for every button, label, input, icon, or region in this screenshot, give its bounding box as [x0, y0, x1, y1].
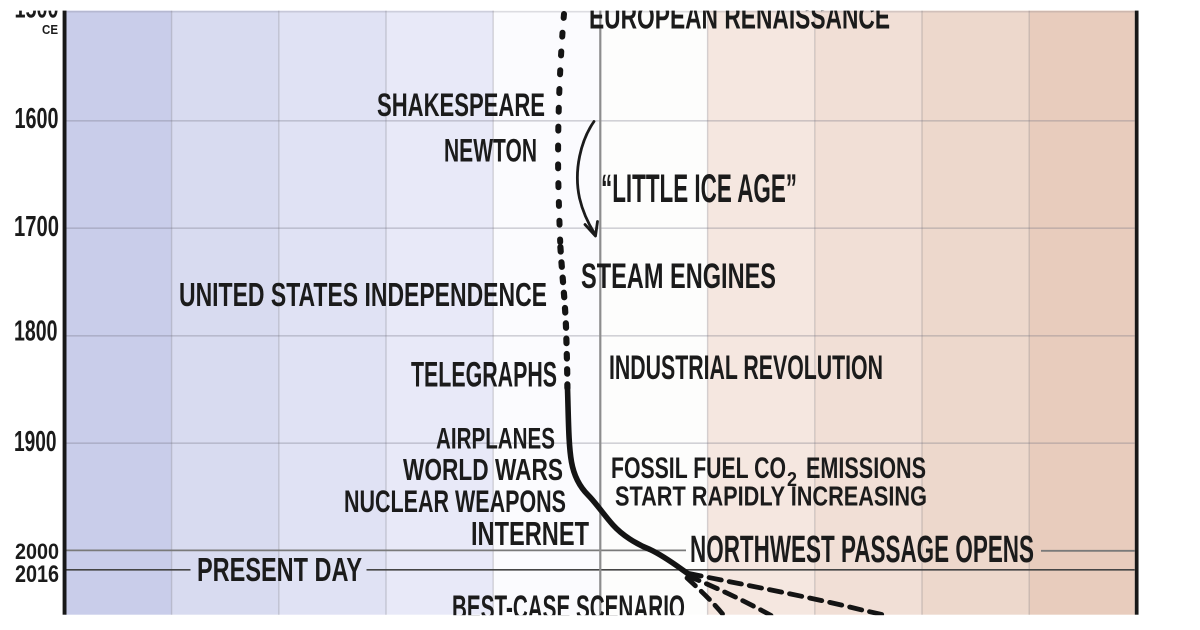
svg-text:NORTHWEST PASSAGE OPENS: NORTHWEST PASSAGE OPENS	[690, 529, 1034, 571]
svg-text:UNITED STATES INDEPENDENCE: UNITED STATES INDEPENDENCE	[179, 276, 547, 313]
svg-text:2: 2	[787, 469, 797, 491]
svg-text:EMISSIONS: EMISSIONS	[806, 452, 926, 485]
svg-text:FOSSIL FUEL CO: FOSSIL FUEL CO	[611, 452, 786, 485]
svg-text:1800: 1800	[14, 316, 58, 348]
svg-text:1700: 1700	[14, 211, 59, 243]
svg-text:WORLD WARS: WORLD WARS	[403, 452, 563, 487]
svg-text:SHAKESPEARE: SHAKESPEARE	[377, 87, 545, 123]
svg-text:1500: 1500	[15, 0, 59, 25]
svg-text:CE: CE	[42, 22, 58, 37]
svg-text:2016: 2016	[15, 561, 59, 588]
svg-text:STEAM ENGINES: STEAM ENGINES	[581, 257, 776, 296]
svg-text:TELEGRAPHS: TELEGRAPHS	[411, 356, 557, 395]
svg-text:INTERNET: INTERNET	[471, 515, 589, 552]
svg-text:1900: 1900	[14, 426, 57, 458]
svg-text:AIRPLANES: AIRPLANES	[436, 423, 555, 456]
svg-text:PRESENT DAY: PRESENT DAY	[197, 551, 362, 588]
svg-text:“LITTLE ICE AGE”: “LITTLE ICE AGE”	[601, 167, 797, 211]
svg-text:START RAPIDLY INCREASING: START RAPIDLY INCREASING	[615, 481, 927, 512]
svg-text:1600: 1600	[15, 103, 59, 135]
svg-text:INDUSTRIAL REVOLUTION: INDUSTRIAL REVOLUTION	[609, 349, 883, 387]
svg-text:2000: 2000	[15, 539, 59, 564]
svg-text:NEWTON: NEWTON	[444, 133, 537, 169]
svg-text:NUCLEAR WEAPONS: NUCLEAR WEAPONS	[344, 483, 566, 519]
